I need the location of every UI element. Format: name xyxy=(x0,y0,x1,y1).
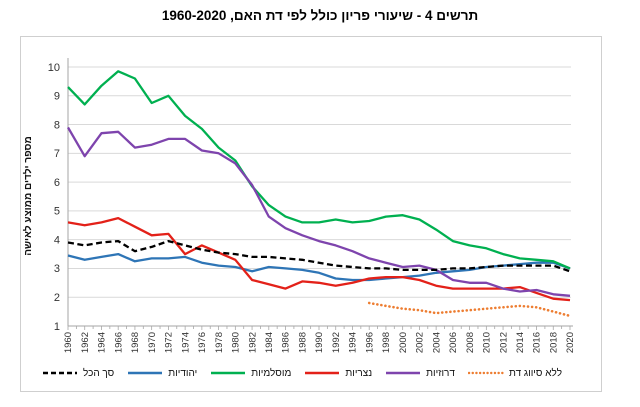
legend-item-christian: נצריות xyxy=(304,367,372,379)
svg-text:1988: 1988 xyxy=(297,332,308,353)
svg-text:1960: 1960 xyxy=(63,332,74,353)
svg-text:2014: 2014 xyxy=(515,332,526,353)
legend-swatch-jewish xyxy=(128,371,163,375)
legend-swatch-unclassified-religion xyxy=(467,371,504,375)
svg-text:8: 8 xyxy=(54,119,60,131)
svg-text:1994: 1994 xyxy=(348,332,359,353)
series-line-jewish xyxy=(67,252,571,282)
svg-text:1984: 1984 xyxy=(264,332,275,353)
svg-text:1976: 1976 xyxy=(197,332,208,353)
legend-swatch-muslim xyxy=(211,371,246,375)
svg-text:1962: 1962 xyxy=(80,332,91,353)
svg-text:5: 5 xyxy=(54,206,60,218)
legend-item-jewish: יהודיות xyxy=(127,367,197,379)
legend-item-total: סך הכל xyxy=(42,367,114,379)
svg-text:1980: 1980 xyxy=(231,332,242,353)
chart-title: תרשים 4 - שיעורי פריון כולל לפי דת האם, … xyxy=(161,8,479,23)
svg-text:2018: 2018 xyxy=(548,332,559,353)
y-axis-title: מספר ילדים ממוצע לאישה xyxy=(22,136,34,256)
svg-text:2000: 2000 xyxy=(398,332,409,353)
svg-text:2016: 2016 xyxy=(532,332,543,353)
series-line-muslim xyxy=(67,70,571,270)
legend-label-druze: דרוזיות xyxy=(426,367,455,379)
legend-label-unclassified-religion: ללא סיווג דת xyxy=(508,367,563,379)
svg-text:1978: 1978 xyxy=(214,332,225,353)
legend-item-muslim: מוסלמיות xyxy=(210,367,291,379)
svg-text:1986: 1986 xyxy=(281,332,292,353)
axes xyxy=(67,58,573,330)
svg-text:10: 10 xyxy=(48,62,60,74)
svg-text:7: 7 xyxy=(54,148,60,160)
svg-text:1968: 1968 xyxy=(130,332,141,353)
svg-text:1970: 1970 xyxy=(147,332,158,353)
svg-text:2002: 2002 xyxy=(415,332,426,353)
legend-swatch-druze xyxy=(386,371,421,375)
svg-text:3: 3 xyxy=(54,263,60,275)
series-line-total xyxy=(67,239,571,273)
svg-text:2020: 2020 xyxy=(565,332,576,353)
x-axis-labels: 1960 1962 1964 1966 1968 1970 1972 1974 1976 1978… xyxy=(63,332,576,353)
svg-text:1972: 1972 xyxy=(164,332,175,353)
legend-item-unclassified-religion: ללא סיווג דת xyxy=(467,367,563,379)
legend: סך הכל יהודיות מוסלמיות נצריות דרוזיות ללא סי… xyxy=(22,367,582,379)
svg-text:2004: 2004 xyxy=(431,332,442,353)
legend-label-total: סך הכל xyxy=(82,367,115,379)
svg-text:2012: 2012 xyxy=(498,332,509,353)
svg-text:2: 2 xyxy=(54,292,60,304)
legend-label-jewish: יהודיות xyxy=(168,367,198,379)
svg-text:1974: 1974 xyxy=(180,332,191,353)
series-line-druze xyxy=(67,126,571,297)
svg-text:4: 4 xyxy=(54,234,60,246)
series-line-christian xyxy=(67,216,571,302)
svg-text:9: 9 xyxy=(54,91,60,103)
svg-text:1964: 1964 xyxy=(97,332,108,353)
svg-text:1966: 1966 xyxy=(113,332,124,353)
svg-text:1990: 1990 xyxy=(314,332,325,353)
svg-text:2008: 2008 xyxy=(465,332,476,353)
legend-item-druze: דרוזיות xyxy=(385,367,455,379)
legend-label-christian: נצריות xyxy=(345,367,373,379)
svg-text:1992: 1992 xyxy=(331,332,342,353)
svg-text:6: 6 xyxy=(54,177,60,189)
legend-swatch-christian xyxy=(305,371,340,375)
series-line-unclassified-religion xyxy=(367,301,572,318)
svg-text:1996: 1996 xyxy=(364,332,375,353)
svg-text:1: 1 xyxy=(54,321,60,333)
svg-text:2006: 2006 xyxy=(448,332,459,353)
legend-swatch-total xyxy=(42,371,77,375)
legend-label-muslim: מוסלמיות xyxy=(251,367,292,379)
svg-text:1982: 1982 xyxy=(247,332,258,353)
svg-text:1998: 1998 xyxy=(381,332,392,353)
y-axis-labels: 1 2 3 4 5 6 7 8 9 10 xyxy=(48,62,60,333)
svg-text:2010: 2010 xyxy=(482,332,493,353)
